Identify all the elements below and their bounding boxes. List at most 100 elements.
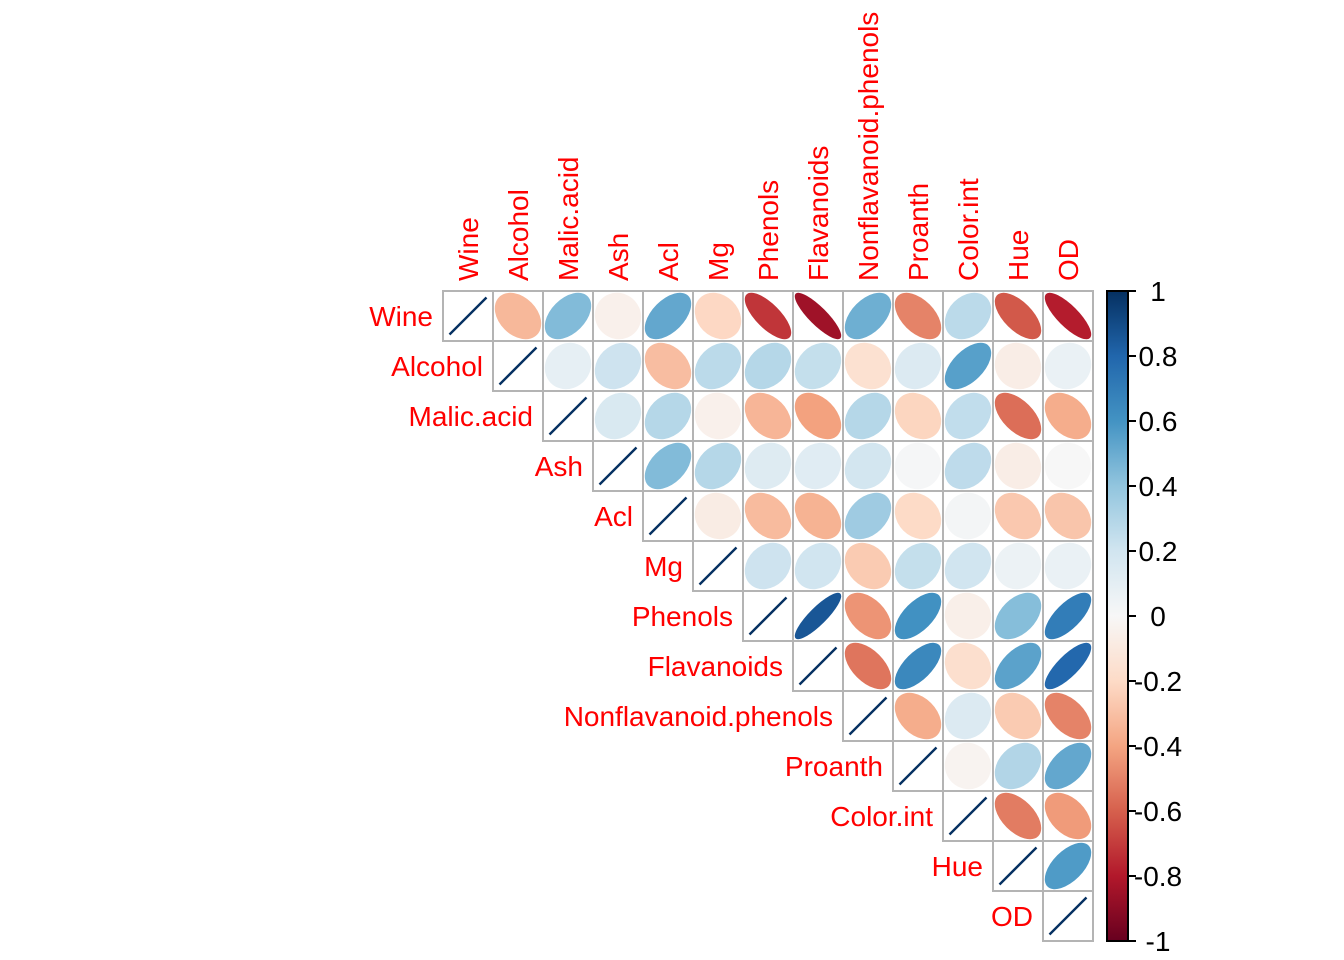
diagonal-Color.int [948,796,988,836]
ellipse-Malic.acid-Mg [694,392,742,440]
row-label-Nonflavanoid.phenols: Nonflavanoid.phenols [564,701,833,732]
diagonal-Alcohol [498,346,538,386]
diagonal-Nonflavanoid.phenols [848,696,888,736]
ellipse-Nonflavanoid.phenols-Color.int [944,692,992,740]
row-label-Hue: Hue [932,851,983,882]
ellipse-Acl-Color.int [944,492,992,540]
ellipse-Wine-Mg [694,292,742,340]
ellipse-Flavanoids-Hue [994,642,1042,690]
colorbar-tick-label--0.2: -0.2 [1134,666,1182,697]
ellipse-Malic.acid-Color.int [944,392,992,440]
row-label-OD: OD [991,901,1033,932]
column-labels: Wine Alcohol Malic.acid Ash Acl Mg Phenols Flav… [453,12,1084,281]
colorbar-tick-label--0.4: -0.4 [1134,731,1182,762]
row-label-Wine: Wine [369,301,433,332]
row-label-Malic.acid: Malic.acid [409,401,533,432]
col-label-Ash: Ash [603,233,634,281]
colorbar-tick-label--1: -1 [1146,926,1171,957]
ellipse-Alcohol-Ash [594,342,642,390]
diagonal-Malic.acid [548,396,588,436]
ellipse-Flavanoids-Color.int [944,642,992,690]
colorbar-tick-label--0.6: -0.6 [1134,796,1182,827]
col-label-Hue: Hue [1003,230,1034,281]
ellipse-Color.int-Hue [994,792,1042,840]
ellipse-Wine-Ash [594,292,642,340]
ellipse-Wine-Flavanoids [794,292,842,340]
ellipse-Ash-OD [1044,442,1092,490]
colorbar-tick-label-0.4: 0.4 [1139,471,1178,502]
ellipse-Alcohol-Acl [644,342,692,390]
diagonal-Proanth [898,746,938,786]
ellipse-Phenols-Hue [994,592,1042,640]
ellipse-Alcohol-Phenols [744,342,792,390]
ellipse-Acl-Proanth [894,492,942,540]
row-label-Mg: Mg [644,551,683,582]
row-label-Ash: Ash [535,451,583,482]
ellipse-Wine-Acl [644,292,692,340]
ellipse-Proanth-Color.int [944,742,992,790]
ellipse-Alcohol-Nonflavanoid.phenols [844,342,892,390]
ellipse-Ash-Hue [994,442,1042,490]
colorbar-tick-label-1: 1 [1150,276,1166,307]
colorbar: 1 0.8 0.6 0.4 0.2 0 -0.2 -0.4 -0.6 -0.8 -1 [1106,276,1182,957]
ellipse-Malic.acid-Hue [994,392,1042,440]
row-label-Flavanoids: Flavanoids [648,651,783,682]
col-label-Acl: Acl [653,242,684,281]
colorbar-gradient [1106,290,1129,942]
correlation-ellipses [448,292,1092,936]
col-label-Alcohol: Alcohol [503,189,534,281]
ellipse-Phenols-Proanth [894,592,942,640]
ellipse-Proanth-OD [1044,742,1092,790]
ellipse-Mg-Hue [994,542,1042,590]
row-label-Color.int: Color.int [830,801,933,832]
col-label-Malic.acid: Malic.acid [553,157,584,281]
ellipse-Wine-Phenols [744,292,792,340]
ellipse-Alcohol-Color.int [944,342,992,390]
ellipse-Mg-Phenols [744,542,792,590]
ellipse-Alcohol-Malic.acid [544,342,592,390]
diagonal-Flavanoids [798,646,838,686]
ellipse-Acl-Flavanoids [794,492,842,540]
ellipse-Malic.acid-Flavanoids [794,392,842,440]
ellipse-Proanth-Hue [994,742,1042,790]
ellipse-Mg-Color.int [944,542,992,590]
diagonal-Phenols [748,596,788,636]
ellipse-Malic.acid-OD [1044,392,1092,440]
col-label-Nonflavanoid.phenols: Nonflavanoid.phenols [853,12,884,281]
ellipse-Color.int-OD [1044,792,1092,840]
col-label-Mg: Mg [703,242,734,281]
col-label-OD: OD [1053,239,1084,281]
ellipse-Alcohol-Flavanoids [794,342,842,390]
ellipse-Alcohol-Hue [994,342,1042,390]
ellipse-Wine-Malic.acid [544,292,592,340]
col-label-Proanth: Proanth [903,183,934,281]
diagonal-Wine [448,296,488,336]
ellipse-Alcohol-OD [1044,342,1092,390]
ellipse-Acl-Mg [694,492,742,540]
col-label-Flavanoids: Flavanoids [803,146,834,281]
ellipse-Ash-Phenols [744,442,792,490]
ellipse-Malic.acid-Proanth [894,392,942,440]
row-label-Phenols: Phenols [632,601,733,632]
colorbar-tick-label-0: 0 [1150,601,1166,632]
ellipse-Ash-Nonflavanoid.phenols [844,442,892,490]
ellipse-Phenols-OD [1044,592,1092,640]
ellipse-Wine-Color.int [944,292,992,340]
ellipse-Flavanoids-Proanth [894,642,942,690]
ellipse-Wine-Nonflavanoid.phenols [844,292,892,340]
colorbar-tick-label-0.6: 0.6 [1139,406,1178,437]
ellipse-Alcohol-Proanth [894,342,942,390]
ellipse-Mg-OD [1044,542,1092,590]
ellipse-Ash-Flavanoids [794,442,842,490]
colorbar-tick-label-0.8: 0.8 [1139,341,1178,372]
ellipse-Nonflavanoid.phenols-Proanth [894,692,942,740]
ellipse-Wine-Alcohol [494,292,542,340]
ellipse-Acl-Phenols [744,492,792,540]
diagonal-Mg [698,546,738,586]
ellipse-Malic.acid-Phenols [744,392,792,440]
ellipse-Mg-Flavanoids [794,542,842,590]
ellipse-Malic.acid-Ash [594,392,642,440]
col-label-Phenols: Phenols [753,180,784,281]
